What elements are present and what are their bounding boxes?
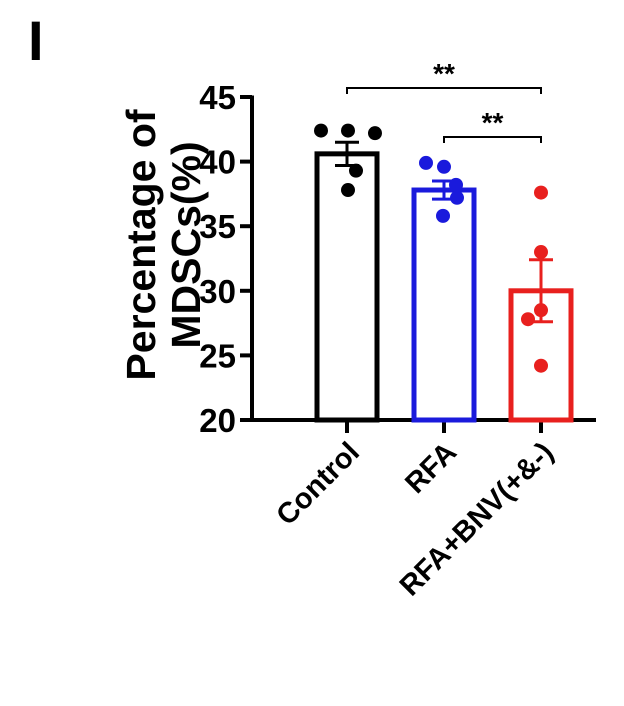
data-point	[341, 183, 355, 198]
y-tick-label: 40	[199, 144, 236, 181]
data-point	[341, 123, 355, 138]
error-bars	[335, 140, 553, 324]
data-point	[534, 245, 548, 260]
data-point	[450, 190, 464, 205]
data-point	[419, 155, 433, 170]
panel-label: I	[28, 9, 44, 72]
y-tick-label: 25	[199, 337, 236, 374]
data-point	[368, 126, 382, 141]
bar	[411, 187, 477, 423]
y-tick-label: 30	[199, 273, 236, 310]
data-point	[349, 163, 363, 178]
significance-bracket	[443, 136, 542, 143]
x-tick-label: Control	[270, 436, 366, 532]
x-tick-label: RFA	[399, 436, 463, 500]
y-tick-label: 20	[199, 402, 236, 439]
significance-bracket	[346, 87, 542, 94]
data-point	[534, 358, 548, 373]
y-axis-label-line-1: Percentage of	[118, 109, 164, 380]
significance-label: **	[482, 107, 504, 138]
data-point	[314, 123, 328, 138]
data-points	[314, 123, 548, 373]
y-tick-label: 35	[199, 208, 236, 245]
data-point	[534, 185, 548, 200]
significance-annotations: ** **	[346, 58, 542, 143]
data-point	[521, 312, 535, 327]
y-tick-label: 45	[199, 79, 236, 116]
y-axis-label-line-2: MDSCs(%)	[163, 141, 209, 348]
significance-label: **	[433, 58, 455, 89]
data-point	[436, 208, 450, 223]
data-point	[437, 159, 451, 174]
